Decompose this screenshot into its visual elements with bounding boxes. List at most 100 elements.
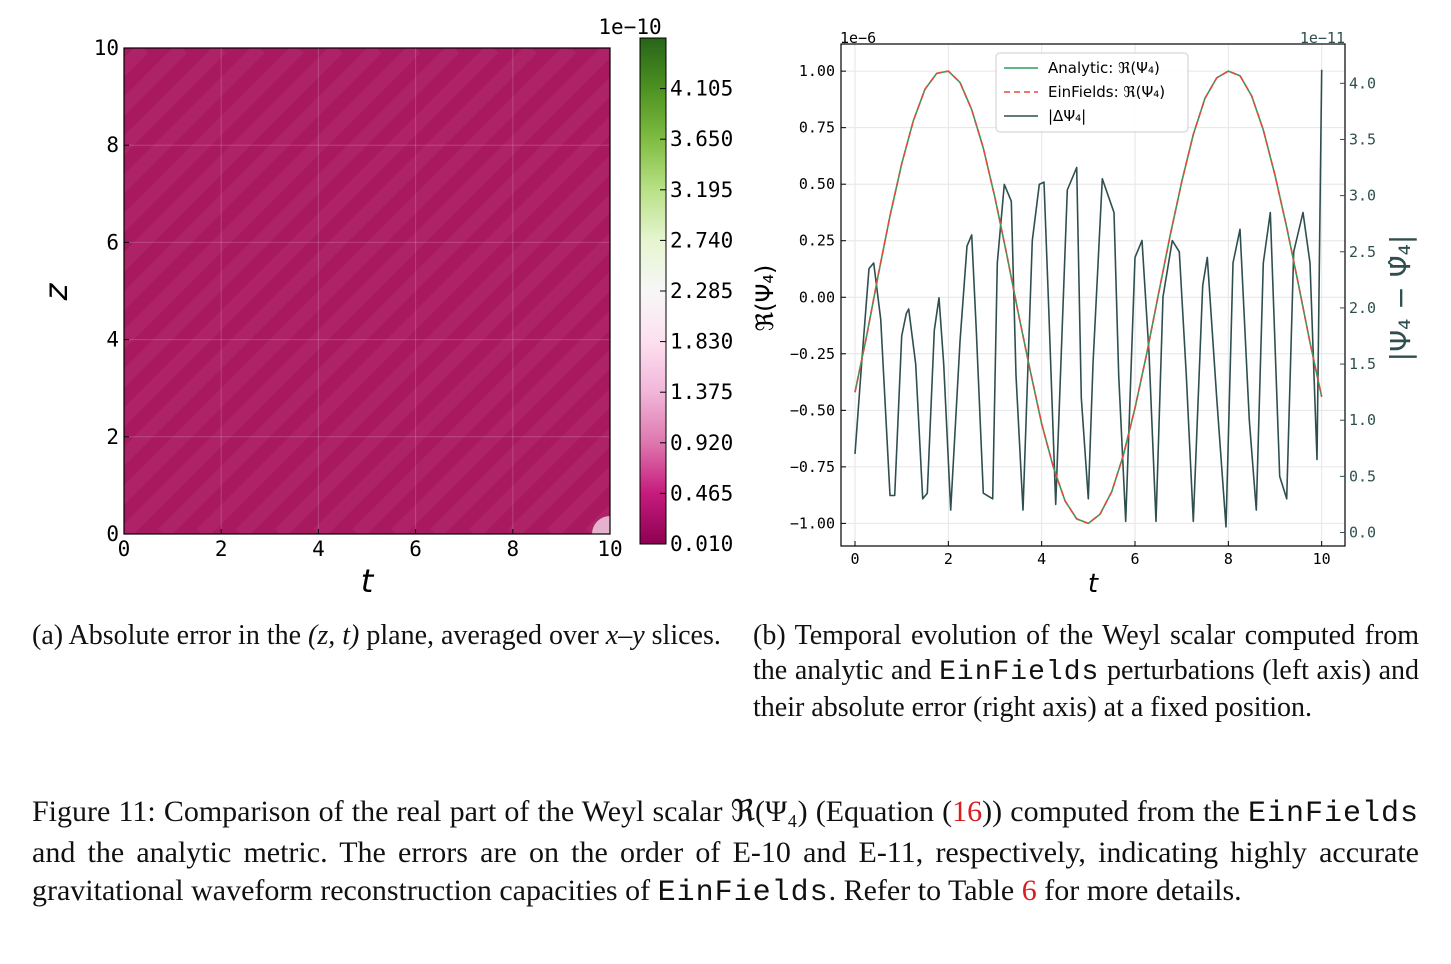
caption-b-einfields: EinFields: [939, 657, 1100, 688]
legend-label-einfields: EinFields: ℜ(Ψ₄): [1048, 83, 1165, 101]
heatmap-stripe: [124, 48, 266, 194]
colorbar: 1e−10 4.105 3.650 3.195 2.740 2.285 1.830 1.37…: [598, 15, 733, 556]
lineplot-x-axis-label: t: [1088, 569, 1099, 599]
lineplot-right-ticks: 4.0 3.5 3.0 2.5 2.0 1.5 1.0 0.5 0.0: [1340, 74, 1376, 542]
heatmap-stripe: [468, 388, 610, 534]
series-line-1: [854, 70, 1323, 525]
lineplot-left-ticks: 1.00 0.75 0.50 0.25 0.00 −0.25 −0.50 −0.75 −1.00: [790, 62, 846, 532]
lineplot-left-tick-label: 0.00: [799, 288, 835, 306]
caption-a-prefix: (a) Absolute error in the: [32, 620, 309, 651]
heatmap-stripe: [124, 48, 304, 233]
lineplot-lines: [854, 69, 1323, 528]
lineplot-x-tick-label: 4: [1037, 550, 1046, 568]
legend-label-error: |ΔΨ₄|: [1048, 107, 1086, 125]
legend-box: [995, 52, 1189, 133]
heatmap-stripe: [507, 426, 610, 534]
colorbar-tick-label: 1.830: [670, 330, 733, 354]
colorbar-tick-label: 0.920: [670, 431, 733, 455]
heatmap-stripe: [124, 48, 227, 156]
heatmap-x-tick-label: 10: [597, 537, 622, 561]
heatmap-x-ticks: 0 2 4 6 8 10: [118, 529, 623, 561]
lineplot-right-tick-label: 2.0: [1349, 299, 1376, 317]
lineplot-left-tick-label: −0.25: [790, 345, 835, 363]
lineplot-right-tick-label: 2.5: [1349, 243, 1376, 261]
lineplot-left-offset: 1e−6: [840, 29, 876, 47]
heatmap-y-ticks: 0 2 4 6 8 10: [94, 36, 129, 546]
heatmap-corner-highlight: [592, 516, 610, 534]
lineplot-left-tick-label: −1.00: [790, 514, 835, 532]
colorbar-tick-label: 0.010: [670, 532, 733, 556]
heatmap-frame: [123, 47, 611, 535]
lineplot-right-tick-label: 1.5: [1349, 355, 1376, 373]
heatmap-x-tick-label: 0: [118, 537, 131, 561]
colorbar-tick-label: 2.285: [670, 279, 733, 303]
lineplot-x-ticks: 0 2 4 6 8 10: [850, 541, 1331, 568]
heatmap-y-tick-label: 4: [106, 328, 119, 352]
lineplot-right-tick-label: 1.0: [1349, 411, 1376, 429]
figure-caption-einfields-1: EinFields: [1247, 797, 1420, 831]
heatmap-stripe: [196, 115, 610, 534]
heatmap-y-tick-label: 6: [106, 230, 119, 254]
heatmap-stripe: [124, 48, 343, 272]
lineplot-right-tick-label: 3.5: [1349, 130, 1376, 148]
lineplot-panel: 0 2 4 6 8 10 1.00 0.75 0.50 0.25 0.00 −0.25 −0.50 −0…: [751, 29, 1417, 599]
heatmap-stripes: [0, 48, 610, 534]
lineplot-left-tick-label: 0.50: [799, 175, 835, 193]
equation-ref-link[interactable]: 16: [952, 795, 983, 828]
caption-a-mid: plane, averaged over: [359, 620, 606, 651]
figure-caption: Figure 11: Comparison of the real part o…: [32, 793, 1419, 913]
figure-caption-einfields-2: EinFields: [657, 876, 829, 910]
figure-caption-part-2: (Equation (: [807, 795, 953, 828]
figure-caption-part-3: )) computed from the: [982, 795, 1248, 828]
heatmap-panel: 0 2 4 6 8 10 0 2 4 6 8 10 t z: [0, 36, 623, 600]
figure-caption-math: ℜ(Ψ₄): [730, 795, 808, 828]
caption-a-math-zt: (z, t): [308, 620, 360, 651]
caption-a-suffix: slices.: [644, 620, 721, 651]
heatmap-stripe: [124, 48, 577, 506]
lineplot-x-tick-label: 10: [1313, 550, 1331, 568]
lineplot-frame: [840, 43, 1346, 547]
caption-b-text-1: (b) Temporal evolution of the Weyl scala…: [753, 620, 1419, 686]
heatmap-stripe: [124, 48, 421, 350]
lineplot-left-axis-label: ℜ(Ψ₄): [751, 265, 779, 332]
figure-caption-part-5: . Refer to Table: [828, 874, 1022, 907]
heatmap-stripe: [430, 349, 610, 534]
colorbar-tick-label: 3.195: [670, 178, 733, 202]
lineplot-left-tick-label: 0.25: [799, 232, 835, 250]
heatmap-stripe: [124, 48, 610, 534]
heatmap-x-tick-label: 6: [409, 537, 422, 561]
caption-b: (b) Temporal evolution of the Weyl scala…: [753, 618, 1419, 725]
heatmap-y-tick-label: 8: [106, 133, 119, 157]
figure-panels: 0 2 4 6 8 10 0 2 4 6 8 10 t z 1e−10 4.105 3.650 3.19…: [0, 15, 1417, 600]
heatmap-stripe: [274, 193, 610, 534]
heatmap-y-axis-label: z: [37, 282, 75, 301]
colorbar-tick-label: 1.375: [670, 380, 733, 404]
heatmap-background: [124, 48, 610, 534]
caption-b-text-2: perturbations (left axis) and their abso…: [753, 655, 1419, 723]
heatmap-y-tick-label: 10: [94, 36, 119, 60]
colorbar-ticks: 4.105 3.650 3.195 2.740 2.285 1.830 1.375 0.920…: [660, 77, 733, 556]
table-ref-link[interactable]: 6: [1021, 874, 1037, 907]
heatmap-y-tick-label: 0: [106, 522, 119, 546]
lineplot-x-tick-label: 2: [944, 550, 953, 568]
heatmap-stripe: [157, 76, 610, 534]
lineplot-left-tick-label: 1.00: [799, 62, 835, 80]
heatmap-stripe: [0, 48, 27, 534]
heatmap-x-axis-label: t: [361, 562, 375, 600]
heatmap-stripe: [352, 271, 610, 534]
lineplot-x-tick-label: 6: [1130, 550, 1139, 568]
lineplot-left-tick-label: −0.50: [790, 401, 835, 419]
legend: Analytic: ℜ(Ψ₄) EinFields: ℜ(Ψ₄) |ΔΨ₄|: [995, 52, 1189, 133]
heatmap-stripe: [313, 232, 610, 534]
heatmap-stripe: [124, 48, 499, 428]
legend-label-analytic: Analytic: ℜ(Ψ₄): [1048, 59, 1160, 77]
lineplot-right-offset: 1e−11: [1300, 29, 1345, 47]
figure-caption-part-6: for more details.: [1036, 874, 1242, 907]
heatmap-x-tick-label: 2: [215, 537, 228, 561]
lineplot-right-axis-label: |Ψ₄ − Ψ̂₄|: [1384, 235, 1417, 362]
lineplot-right-tick-label: 3.0: [1349, 187, 1376, 205]
heatmap-stripe: [235, 154, 610, 534]
heatmap-x-tick-label: 8: [506, 537, 519, 561]
heatmap-stripe: [124, 48, 538, 467]
lineplot-left-tick-label: −0.75: [790, 458, 835, 476]
